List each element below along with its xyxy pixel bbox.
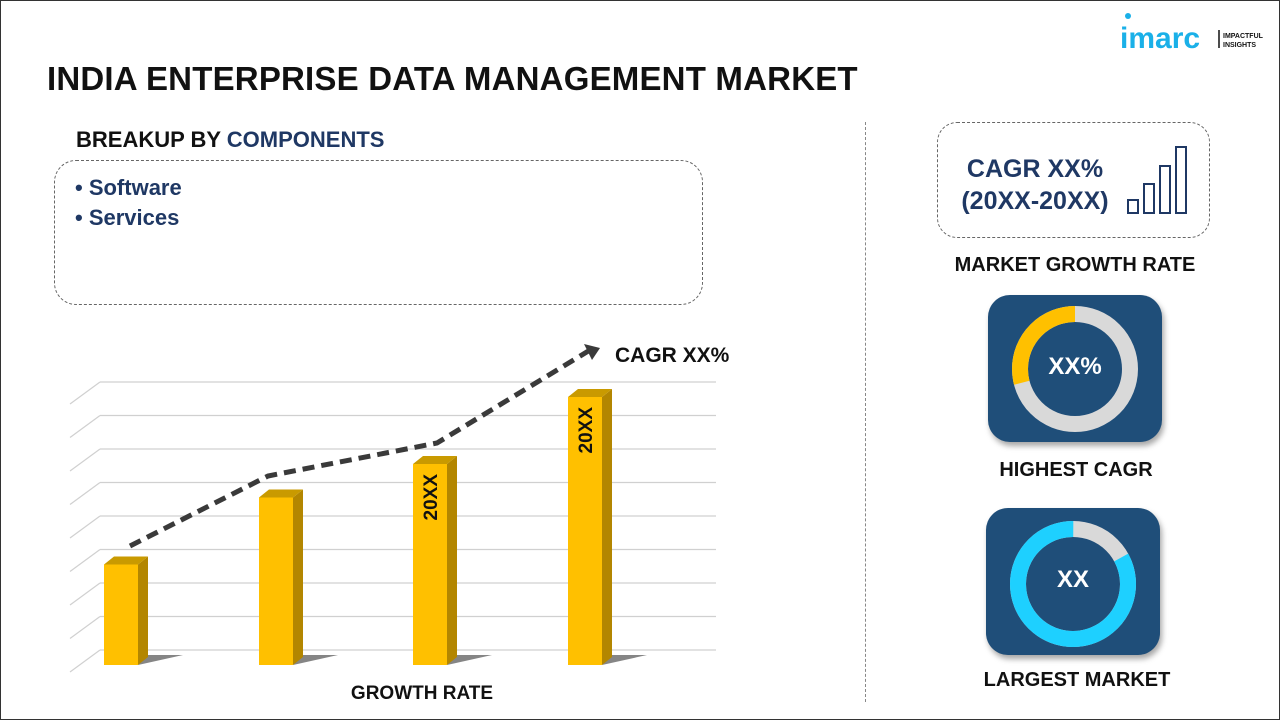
bar-side bbox=[447, 456, 457, 665]
bar-side bbox=[138, 556, 148, 665]
list-item: • Software bbox=[75, 175, 182, 200]
divider bbox=[865, 122, 866, 702]
growth-chart: 20XX 20XX CAGR XX% GROWTH RATE bbox=[69, 344, 730, 704]
gridline-perspective bbox=[69, 415, 101, 438]
largest-market-value: XX bbox=[1056, 566, 1089, 593]
page-title: INDIA ENTERPRISE DATA MANAGEMENT MARKET bbox=[47, 60, 858, 97]
bar-top bbox=[259, 489, 303, 498]
highest-cagr-donut bbox=[1012, 306, 1138, 432]
gridline-perspective bbox=[69, 381, 101, 405]
highest-cagr-value: XX% bbox=[1048, 353, 1102, 380]
gridline-perspective bbox=[69, 616, 101, 639]
bar-top bbox=[413, 456, 457, 464]
bar-shadow bbox=[447, 655, 492, 665]
cagr-line2: (20XX-20XX) bbox=[961, 187, 1109, 215]
bar-shadow bbox=[602, 655, 647, 665]
bar bbox=[413, 464, 447, 665]
gridline-perspective bbox=[69, 549, 101, 572]
donut-fill bbox=[1010, 521, 1136, 647]
trend-arrow-icon bbox=[584, 344, 600, 360]
highest-cagr-label: HIGHEST CAGR bbox=[999, 459, 1153, 481]
cagr-text: CAGR XX% (20XX-20XX) bbox=[950, 153, 1120, 217]
donut-fill bbox=[1012, 306, 1138, 432]
bar-side bbox=[293, 489, 303, 665]
bar-label: 20XX bbox=[576, 407, 597, 454]
svg-text:imarc: imarc bbox=[1120, 22, 1200, 52]
bar-shadow bbox=[138, 655, 183, 665]
svg-text:INSIGHTS: INSIGHTS bbox=[1223, 42, 1256, 49]
trend-annotation: CAGR XX% bbox=[615, 344, 730, 367]
bar bbox=[259, 497, 293, 665]
bar-label: 20XX bbox=[421, 474, 442, 521]
market-growth-label: MARKET GROWTH RATE bbox=[954, 254, 1196, 276]
gridline-perspective bbox=[69, 482, 101, 505]
svg-text:IMPACTFUL: IMPACTFUL bbox=[1223, 33, 1264, 40]
bar-chart-icon bbox=[1127, 146, 1187, 214]
breakup-prefix: BREAKUP BY bbox=[76, 127, 227, 152]
list-item: • Services bbox=[75, 205, 180, 230]
bar-top bbox=[104, 556, 148, 565]
largest-market-card: XX bbox=[986, 508, 1160, 655]
bar bbox=[568, 397, 602, 665]
largest-market-donut bbox=[1010, 521, 1136, 647]
gridline-perspective bbox=[69, 649, 101, 673]
trend-line bbox=[128, 347, 592, 549]
components-list: • Software • Services bbox=[54, 160, 703, 305]
cagr-line1: CAGR XX% bbox=[966, 155, 1104, 183]
gridline-perspective bbox=[69, 448, 101, 472]
bar-side bbox=[602, 389, 612, 665]
x-axis-label: GROWTH RATE bbox=[351, 683, 493, 704]
bar bbox=[104, 564, 138, 665]
bar-shadow bbox=[293, 655, 338, 665]
bar-top bbox=[568, 389, 612, 397]
breakup-highlight: COMPONENTS bbox=[226, 127, 385, 152]
largest-market-label: LARGEST MARKET bbox=[983, 669, 1171, 691]
imarc-logo: imarc IMPACTFUL INSIGHTS bbox=[1120, 13, 1264, 52]
highest-cagr-card: XX% bbox=[988, 295, 1162, 442]
gridline-perspective bbox=[69, 515, 101, 539]
breakup-heading: BREAKUP BY COMPONENTS bbox=[76, 127, 384, 153]
gridline-perspective bbox=[69, 582, 101, 606]
cagr-box bbox=[937, 122, 1210, 238]
